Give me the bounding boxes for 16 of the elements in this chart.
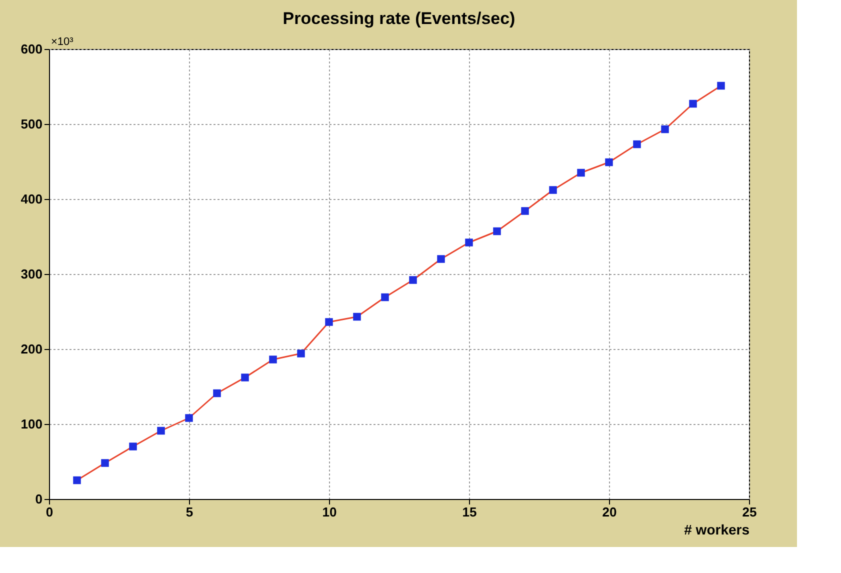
y-tick-label: 100 [20,416,42,432]
x-tick-label: 25 [742,504,757,520]
x-tick-label: 15 [462,504,477,520]
y-tick-label: 400 [20,192,42,206]
y-tick-label: 200 [20,342,42,356]
chart-title: Processing rate (Events/sec) [282,9,516,28]
x-tick-label: 0 [46,504,54,520]
text: ×10³ [51,36,74,48]
x-tick-label: 20 [602,504,617,520]
x-axis-title: # workers [684,522,750,538]
x-tick-label: 5 [186,504,194,520]
y-tick-label: 600 [20,42,42,56]
x-tick-label: 10 [322,504,337,520]
y-tick-label: 0 [35,492,42,506]
y-tick-label: 500 [20,116,42,132]
y-tick-label: 300 [20,266,42,282]
